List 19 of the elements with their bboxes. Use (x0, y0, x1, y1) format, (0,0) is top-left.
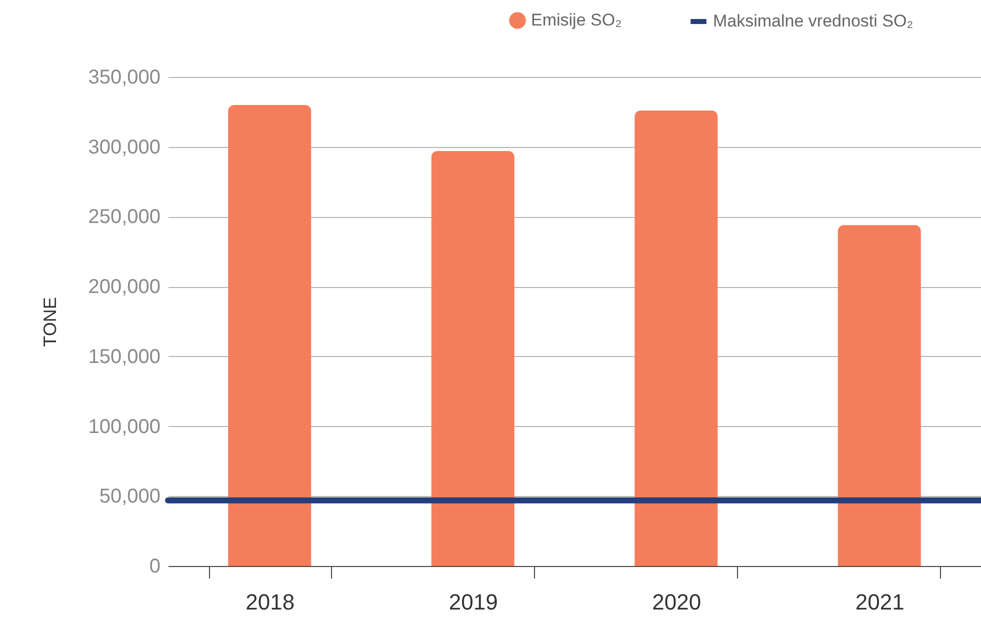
bar (838, 225, 921, 566)
y-axis-title: TONE (40, 297, 60, 347)
y-tick-label: 0 (149, 556, 160, 578)
bar (431, 151, 514, 566)
y-tick-label: 300,000 (88, 136, 160, 158)
y-tick-label: 100,000 (88, 416, 160, 438)
legend-label: Maksimalne vrednosti SO₂ (713, 12, 914, 30)
y-tick-label: 50,000 (99, 486, 160, 508)
y-tick-label: 350,000 (88, 66, 160, 88)
legend-label: Emisije SO₂ (531, 10, 622, 30)
bar (228, 104, 312, 566)
x-tick-label: 2019 (448, 590, 498, 614)
x-tick-label: 2020 (652, 590, 702, 614)
x-tick-label: 2021 (855, 590, 904, 614)
y-tick-label: 150,000 (88, 346, 160, 368)
y-tick-label: 250,000 (88, 206, 160, 228)
y-tick-label: 200,000 (88, 276, 160, 298)
bar (634, 110, 718, 566)
x-tick-label: 2018 (246, 590, 295, 614)
